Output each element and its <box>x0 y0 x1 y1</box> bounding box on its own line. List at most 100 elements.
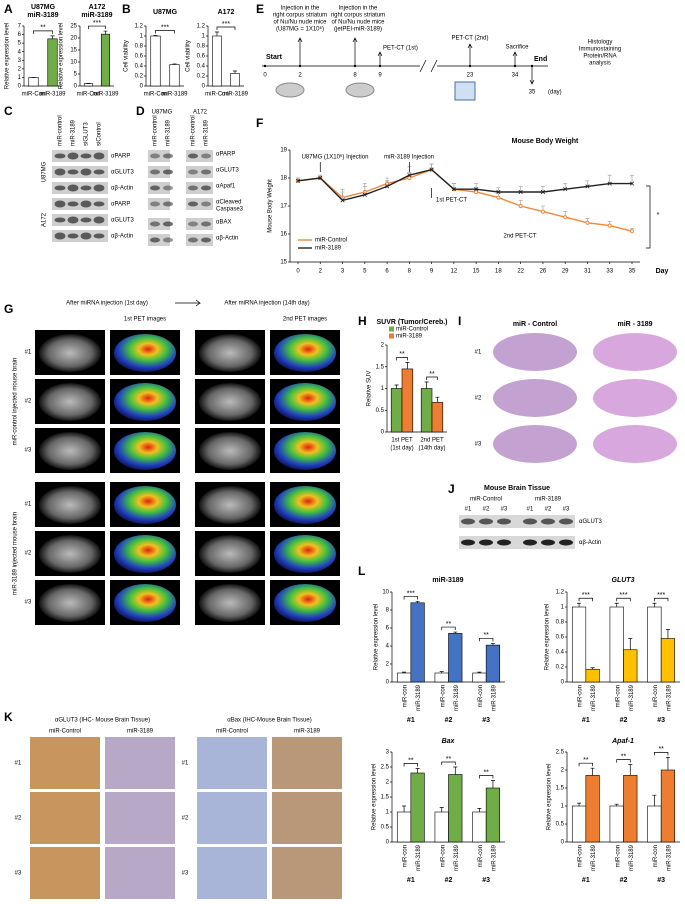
mri-image <box>39 535 101 573</box>
y-tick-label: 3 <box>386 750 390 756</box>
y-tick-label: 4 <box>386 644 390 650</box>
label: αApaf1 <box>216 184 236 190</box>
significance: *** <box>407 590 415 597</box>
y-tick-label: 1 <box>140 34 144 40</box>
ihc-image <box>30 792 100 844</box>
x-tick-label: #2 <box>445 717 453 724</box>
significance: *** <box>582 592 590 599</box>
label: right corpus striatum <box>273 13 327 19</box>
label: Start <box>266 54 283 61</box>
blot-band <box>80 153 92 159</box>
x-tick-label: miR-Con <box>77 92 101 98</box>
label: 1st PET images <box>124 317 166 323</box>
error-bar <box>577 802 582 806</box>
pet-image <box>274 535 336 573</box>
y-tick-label: 25 <box>70 24 77 30</box>
x-tick-label: miR-Con <box>144 92 168 98</box>
panel-letter: D <box>136 104 145 118</box>
x-tick-label: 5 <box>363 269 367 275</box>
error-bar <box>665 757 670 770</box>
error-bar <box>103 30 108 35</box>
blot-band <box>461 539 475 546</box>
label: miR-3189 injected mouse brain <box>13 512 19 595</box>
x-axis-label: Day <box>656 268 669 275</box>
blot-band <box>54 185 66 191</box>
mri-image <box>39 432 101 470</box>
marker <box>451 187 456 192</box>
significance-bracket <box>578 597 593 602</box>
label: #3 <box>563 507 570 513</box>
significance-bracket <box>616 597 631 602</box>
blot-band <box>67 152 79 160</box>
bar <box>212 35 222 87</box>
label: right corpus striatum <box>331 13 385 19</box>
error-bar <box>233 70 237 74</box>
marker <box>496 195 501 200</box>
blot-strip <box>186 166 213 178</box>
label: A172 <box>193 110 208 116</box>
bar <box>434 672 449 683</box>
blot-strip <box>186 234 213 246</box>
label: #1 <box>15 761 22 767</box>
x-tick-label: 15 <box>473 269 480 275</box>
panel-letter: E <box>256 2 264 16</box>
blot-strip <box>52 166 108 178</box>
bar-label: miR-3189 <box>629 844 635 871</box>
marker <box>407 175 412 181</box>
error-bar <box>490 780 495 788</box>
blot-band <box>541 539 555 546</box>
x-tick-label: #2 <box>620 717 628 724</box>
label: #3 <box>15 871 22 877</box>
x-tick-label: 6 <box>385 269 389 275</box>
error-bar <box>563 183 568 190</box>
label: #3 <box>182 871 189 877</box>
bar-label: miR-con <box>403 845 409 867</box>
y-tick-label: 0.2 <box>135 74 144 80</box>
significance: ** <box>399 351 405 358</box>
y-tick-label: 0.5 <box>376 408 385 414</box>
error-bar <box>394 384 399 389</box>
panel-letter: G <box>4 302 13 316</box>
bar <box>660 769 676 843</box>
legend-label: miR-3189 <box>396 334 423 340</box>
bar <box>396 672 412 683</box>
mri-image <box>39 584 101 622</box>
y-tick-label: 1 <box>381 386 385 392</box>
arrow <box>319 162 432 198</box>
x-tick-label: #1 <box>582 717 590 724</box>
x-tick-label: #3 <box>657 717 665 724</box>
blot-band <box>163 153 173 159</box>
significance: *** <box>93 20 101 27</box>
panel-letter: B <box>122 2 131 16</box>
significance: ** <box>621 753 627 760</box>
panel-letter: L <box>358 564 365 578</box>
blot-band <box>163 201 173 207</box>
label: αβ-Actin <box>216 236 238 242</box>
chart-title: SUVR (Tumor/Cereb.) <box>376 319 447 326</box>
marker <box>585 220 590 225</box>
x-tick-label: 26 <box>540 269 547 275</box>
ihc-image <box>30 847 100 899</box>
bar <box>485 787 501 843</box>
label: miR-Control <box>470 497 502 503</box>
x-tick-label: 31 <box>584 269 591 275</box>
blot-band <box>150 169 160 175</box>
y-tick-label: 2 <box>381 343 385 349</box>
marker <box>496 189 501 195</box>
label: Protein/RNA <box>583 54 616 60</box>
error-bar <box>630 174 634 184</box>
blot-band <box>523 539 537 546</box>
bar-label: miR-con <box>653 685 659 707</box>
bar <box>390 388 403 433</box>
ihc-image <box>272 737 342 789</box>
label: miR-3189 <box>535 497 562 503</box>
bar <box>623 775 638 843</box>
y-tick-label: 1.2 <box>197 24 206 30</box>
significance: ** <box>446 756 452 763</box>
error-bar <box>153 35 158 36</box>
brain-section <box>593 425 677 463</box>
x-tick-label: 29 <box>562 269 569 275</box>
significance-bracket <box>403 763 418 767</box>
mri-image <box>39 383 101 421</box>
label: 2nd PET images <box>283 317 327 323</box>
